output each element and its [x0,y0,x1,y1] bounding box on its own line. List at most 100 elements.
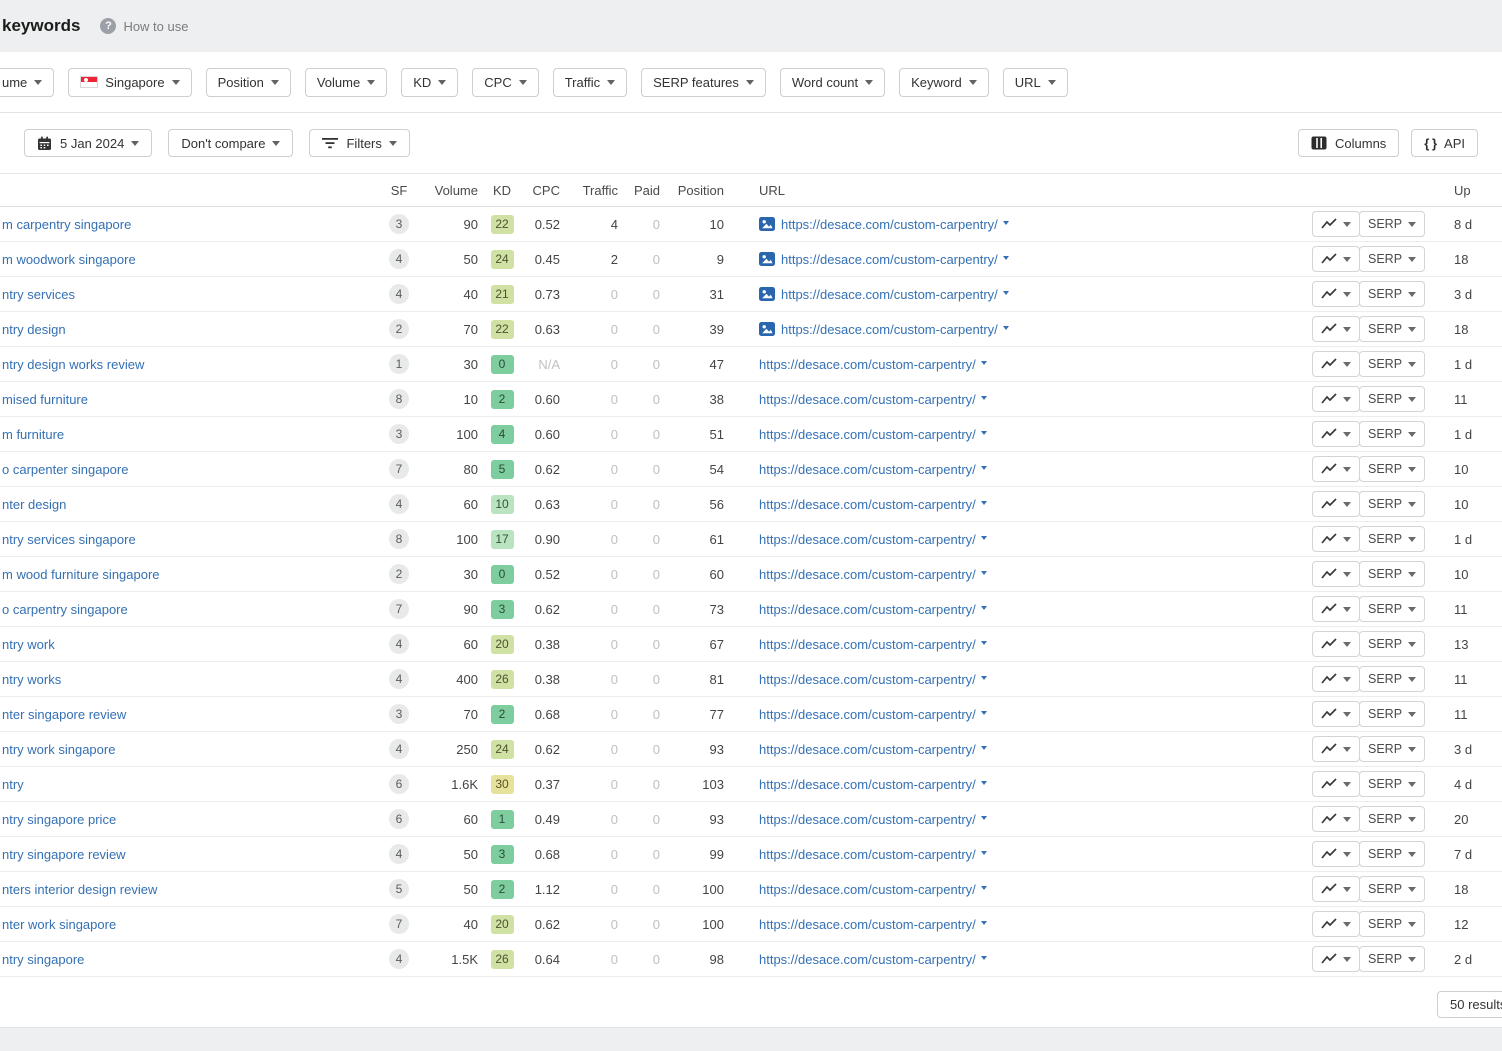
header-url[interactable]: URL [759,182,786,198]
date-picker-button[interactable]: 5 Jan 2024 [24,129,153,157]
serp-features-count-badge[interactable]: 4 [389,494,409,514]
position-history-chart-button[interactable] [1312,771,1360,797]
serp-features-count-badge[interactable]: 6 [389,774,409,794]
serp-features-count-badge[interactable]: 2 [389,564,409,584]
serp-button[interactable]: SERP [1359,596,1426,622]
keyword-link[interactable]: o carpenter singapore [2,461,129,477]
url-chevron-down-icon[interactable] [980,956,987,960]
url-link[interactable]: https://desace.com/custom-carpentry/ [759,706,976,722]
results-per-page-button[interactable]: 50 results [1437,991,1502,1018]
keyword-link[interactable]: nter singapore review [2,706,127,722]
header-kd[interactable]: KD [492,182,512,198]
position-history-chart-button[interactable] [1312,386,1360,412]
serp-button[interactable]: SERP [1359,281,1426,307]
serp-features-count-badge[interactable]: 3 [389,704,409,724]
filter-pill[interactable]: CPC [472,67,539,97]
position-history-chart-button[interactable] [1312,421,1360,447]
serp-button[interactable]: SERP [1359,806,1426,832]
url-chevron-down-icon[interactable] [980,501,987,505]
serp-features-count-badge[interactable]: 3 [389,424,409,444]
serp-button[interactable]: SERP [1359,631,1426,657]
position-history-chart-button[interactable] [1312,841,1360,867]
url-chevron-down-icon[interactable] [980,921,987,925]
serp-features-count-badge[interactable]: 4 [389,284,409,304]
serp-features-count-badge[interactable]: 4 [389,844,409,864]
serp-button[interactable]: SERP [1359,351,1426,377]
url-link[interactable]: https://desace.com/custom-carpentry/ [759,916,976,932]
keyword-link[interactable]: ntry singapore [2,951,85,967]
serp-features-count-badge[interactable]: 5 [389,879,409,899]
serp-button[interactable]: SERP [1359,771,1426,797]
serp-button[interactable]: SERP [1359,246,1426,272]
url-chevron-down-icon[interactable] [980,606,987,610]
serp-features-count-badge[interactable]: 7 [389,599,409,619]
header-traffic[interactable]: Traffic [582,182,618,198]
keyword-link[interactable]: o carpentry singapore [2,601,128,617]
keyword-link[interactable]: m woodwork singapore [2,251,136,267]
url-link[interactable]: https://desace.com/custom-carpentry/ [759,356,976,372]
serp-features-count-badge[interactable]: 8 [389,529,409,549]
serp-button[interactable]: SERP [1359,316,1426,342]
position-history-chart-button[interactable] [1312,806,1360,832]
url-link[interactable]: https://desace.com/custom-carpentry/ [759,566,976,582]
filter-pill[interactable]: Singapore [68,67,192,97]
position-history-chart-button[interactable] [1312,526,1360,552]
serp-button[interactable]: SERP [1359,491,1426,517]
header-position[interactable]: Position [677,182,724,198]
serp-features-count-badge[interactable]: 4 [389,249,409,269]
position-history-chart-button[interactable] [1312,281,1360,307]
filters-button[interactable]: Filters [309,129,410,157]
url-link[interactable]: https://desace.com/custom-carpentry/ [759,426,976,442]
filter-pill[interactable]: URL [1002,67,1068,97]
keyword-link[interactable]: ntry work [2,636,55,652]
url-chevron-down-icon[interactable] [1002,221,1009,225]
url-chevron-down-icon[interactable] [980,711,987,715]
filter-pill[interactable]: Position [205,67,291,97]
position-history-chart-button[interactable] [1312,316,1360,342]
position-history-chart-button[interactable] [1312,736,1360,762]
position-history-chart-button[interactable] [1312,561,1360,587]
keyword-link[interactable]: ntry singapore price [2,811,117,827]
url-link[interactable]: https://desace.com/custom-carpentry/ [759,846,976,862]
filter-pill[interactable]: Volume [304,67,388,97]
url-link[interactable]: https://desace.com/custom-carpentry/ [781,251,998,267]
serp-button[interactable]: SERP [1359,211,1426,237]
filter-pill[interactable]: ume [0,67,55,97]
keyword-link[interactable]: ntry design [2,321,66,337]
url-link[interactable]: https://desace.com/custom-carpentry/ [759,461,976,477]
keyword-link[interactable]: ntry works [2,671,62,687]
serp-features-count-badge[interactable]: 4 [389,669,409,689]
position-history-chart-button[interactable] [1312,946,1360,972]
serp-features-count-badge[interactable]: 4 [389,634,409,654]
keyword-link[interactable]: ntry singapore review [2,846,126,862]
keyword-link[interactable]: ntry services [2,286,75,302]
url-link[interactable]: https://desace.com/custom-carpentry/ [781,286,998,302]
keyword-link[interactable]: m furniture [2,426,65,442]
serp-features-count-badge[interactable]: 4 [389,739,409,759]
position-history-chart-button[interactable] [1312,876,1360,902]
serp-features-count-badge[interactable]: 8 [389,389,409,409]
filter-pill[interactable]: Keyword [899,67,989,97]
header-sf[interactable]: SF [390,182,408,198]
url-chevron-down-icon[interactable] [980,396,987,400]
keyword-link[interactable]: nter design [2,496,67,512]
url-chevron-down-icon[interactable] [980,431,987,435]
position-history-chart-button[interactable] [1312,631,1360,657]
serp-button[interactable]: SERP [1359,526,1426,552]
url-link[interactable]: https://desace.com/custom-carpentry/ [759,811,976,827]
serp-features-count-badge[interactable]: 7 [389,914,409,934]
serp-button[interactable]: SERP [1359,561,1426,587]
url-link[interactable]: https://desace.com/custom-carpentry/ [759,601,976,617]
position-history-chart-button[interactable] [1312,596,1360,622]
header-updated[interactable]: Up [1454,182,1471,198]
url-chevron-down-icon[interactable] [980,571,987,575]
url-link[interactable]: https://desace.com/custom-carpentry/ [759,741,976,757]
serp-button[interactable]: SERP [1359,456,1426,482]
url-chevron-down-icon[interactable] [980,746,987,750]
serp-features-count-badge[interactable]: 4 [389,949,409,969]
position-history-chart-button[interactable] [1312,666,1360,692]
url-link[interactable]: https://desace.com/custom-carpentry/ [759,881,976,897]
url-chevron-down-icon[interactable] [980,676,987,680]
url-link[interactable]: https://desace.com/custom-carpentry/ [759,671,976,687]
serp-button[interactable]: SERP [1359,841,1426,867]
